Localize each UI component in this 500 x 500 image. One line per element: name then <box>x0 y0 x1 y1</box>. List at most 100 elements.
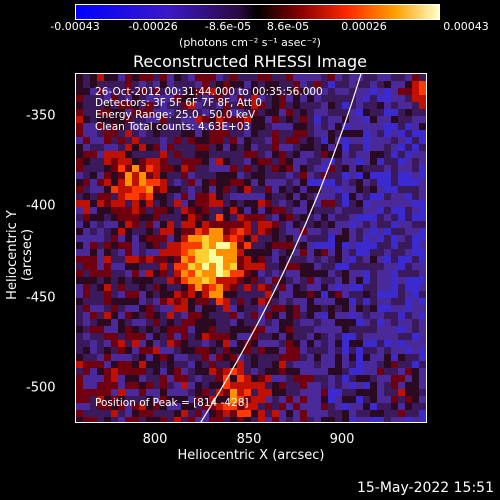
heatmap-cell <box>146 361 153 368</box>
heatmap-cell <box>391 179 398 186</box>
heatmap-cell <box>153 354 160 361</box>
heatmap-cell <box>314 109 321 116</box>
heatmap-cell <box>370 158 377 165</box>
heatmap-cell <box>139 361 146 368</box>
heatmap-cell <box>132 81 139 88</box>
heatmap-cell <box>363 221 370 228</box>
heatmap-cell <box>356 88 363 95</box>
heatmap-cell <box>209 305 216 312</box>
heatmap-cell <box>279 165 286 172</box>
heatmap-cell <box>223 354 230 361</box>
heatmap-cell <box>342 403 349 410</box>
heatmap-cell <box>405 375 412 382</box>
heatmap-cell <box>160 221 167 228</box>
heatmap-cell <box>335 375 342 382</box>
heatmap-cell <box>237 354 244 361</box>
heatmap-cell <box>125 368 132 375</box>
heatmap-cell <box>405 270 412 277</box>
heatmap-cell <box>132 88 139 95</box>
heatmap-cell <box>195 270 202 277</box>
heatmap-cell <box>363 305 370 312</box>
heatmap-cell <box>363 403 370 410</box>
heatmap-cell <box>258 417 265 422</box>
heatmap-cell <box>279 151 286 158</box>
heatmap-cell <box>244 291 251 298</box>
heatmap-cell <box>83 361 90 368</box>
heatmap-cell <box>412 186 419 193</box>
heatmap-cell <box>174 326 181 333</box>
heatmap-cell <box>342 340 349 347</box>
heatmap-cell <box>153 319 160 326</box>
heatmap-cell <box>188 102 195 109</box>
heatmap-cell <box>419 130 426 137</box>
heatmap-cell <box>293 109 300 116</box>
heatmap-cell <box>139 88 146 95</box>
heatmap-cell <box>412 207 419 214</box>
heatmap-cell <box>237 207 244 214</box>
heatmap-cell <box>391 340 398 347</box>
heatmap-cell <box>384 109 391 116</box>
heatmap-cell <box>76 74 83 81</box>
heatmap-cell <box>216 228 223 235</box>
heatmap-cell <box>272 95 279 102</box>
heatmap-cell <box>419 396 426 403</box>
heatmap-cell <box>398 242 405 249</box>
heatmap-cell <box>146 249 153 256</box>
heatmap-cell <box>349 102 356 109</box>
heatmap-cell <box>419 382 426 389</box>
heatmap-cell <box>97 179 104 186</box>
heatmap-cell <box>342 249 349 256</box>
heatmap-cell <box>209 88 216 95</box>
heatmap-cell <box>321 151 328 158</box>
heatmap-cell <box>104 284 111 291</box>
heatmap-cell <box>104 410 111 417</box>
heatmap-cell <box>321 123 328 130</box>
heatmap-cell <box>181 221 188 228</box>
heatmap-cell <box>349 375 356 382</box>
heatmap-cell <box>174 347 181 354</box>
heatmap-cell <box>307 410 314 417</box>
heatmap-cell <box>237 193 244 200</box>
heatmap-cell <box>139 81 146 88</box>
heatmap-cell <box>356 375 363 382</box>
heatmap-cell <box>300 312 307 319</box>
heatmap-cell <box>398 172 405 179</box>
heatmap-cell <box>300 291 307 298</box>
heatmap-cell <box>419 228 426 235</box>
heatmap-cell <box>202 81 209 88</box>
heatmap-cell <box>153 95 160 102</box>
heatmap-cell <box>209 410 216 417</box>
heatmap-cell <box>258 403 265 410</box>
heatmap-cell <box>146 221 153 228</box>
heatmap-cell <box>111 214 118 221</box>
heatmap-cell <box>265 74 272 81</box>
heatmap-cell <box>286 137 293 144</box>
heatmap-cell <box>195 242 202 249</box>
heatmap-cell <box>160 116 167 123</box>
heatmap-cell <box>132 165 139 172</box>
heatmap-cell <box>412 396 419 403</box>
heatmap-cell <box>181 256 188 263</box>
heatmap-cell <box>349 95 356 102</box>
heatmap-cell <box>223 375 230 382</box>
heatmap-cell <box>153 123 160 130</box>
heatmap-cell <box>412 326 419 333</box>
heatmap-cell <box>384 389 391 396</box>
heatmap-cell <box>293 326 300 333</box>
heatmap-cell <box>209 242 216 249</box>
heatmap-cell <box>223 95 230 102</box>
heatmap-cell <box>391 228 398 235</box>
heatmap-cell <box>307 88 314 95</box>
heatmap-cell <box>132 319 139 326</box>
heatmap-cell <box>216 116 223 123</box>
heatmap-cell <box>405 228 412 235</box>
heatmap-cell <box>132 200 139 207</box>
heatmap-cell <box>125 284 132 291</box>
heatmap-cell <box>321 74 328 81</box>
heatmap-cell <box>377 235 384 242</box>
heatmap-cell <box>90 95 97 102</box>
heatmap-cell <box>349 144 356 151</box>
heatmap-cell <box>118 340 125 347</box>
heatmap-cell <box>258 291 265 298</box>
heatmap-cell <box>279 158 286 165</box>
